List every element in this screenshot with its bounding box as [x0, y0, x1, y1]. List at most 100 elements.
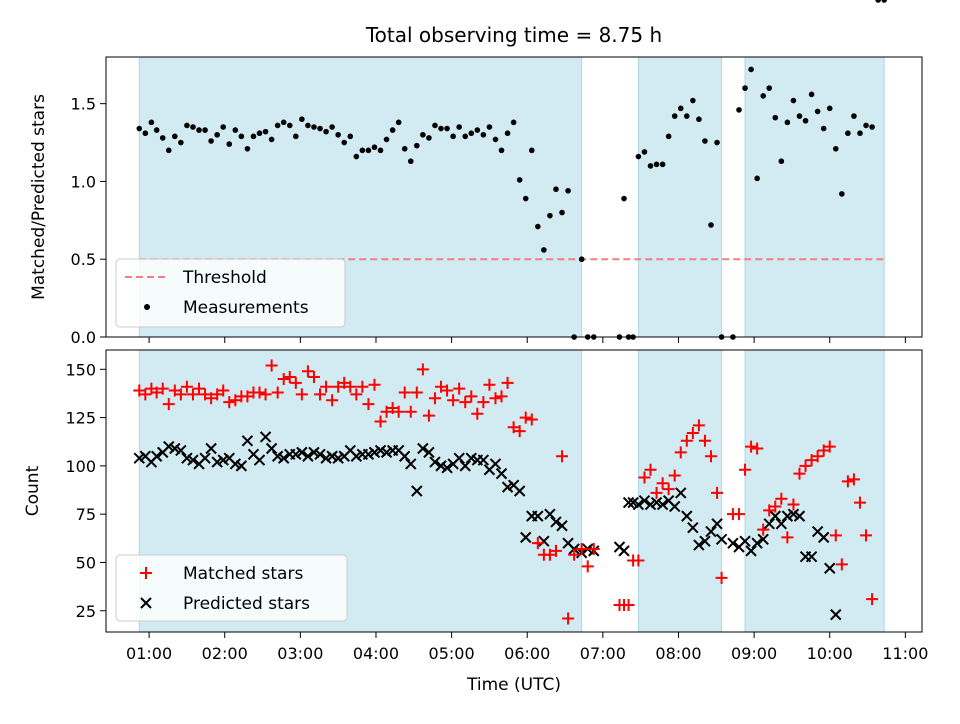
measurement-point [468, 130, 475, 137]
matched-star-marker [392, 405, 405, 418]
bottom-x-ticks: 01:00 02:00 03:00 04:00 05:00 06:00 07:00 08:00… [126, 632, 928, 663]
bottom-y-tick-label: 125 [65, 409, 96, 428]
matched-star-marker [686, 427, 699, 440]
predicted-star-marker [830, 608, 842, 621]
matched-star-marker [150, 386, 163, 399]
predicted-star-marker [699, 535, 711, 547]
measurement-point [522, 195, 529, 202]
matched-star-marker [650, 486, 663, 499]
matched-star-marker [757, 523, 770, 536]
measurement-point [165, 147, 172, 154]
x-tick-label: 06:00 [504, 644, 550, 663]
matched-star-marker [644, 463, 657, 476]
matched-star-marker [680, 434, 693, 447]
measurement-point [414, 142, 420, 149]
measurement-point [754, 175, 760, 182]
predicted-star-marker [805, 550, 818, 563]
matched-star-marker [374, 415, 387, 428]
matched-star-marker [356, 380, 369, 393]
matched-star-marker [416, 363, 429, 376]
count-panel: 25 50 75 100 125 150 01:00 02:00 03:00 04:00 05:0… [23, 350, 928, 695]
measurement-point [299, 116, 305, 123]
predicted-star-marker [477, 454, 490, 466]
matched-points [133, 359, 879, 625]
measurement-point [438, 125, 444, 132]
predicted-star-marker [711, 518, 723, 530]
predicted-star-marker [632, 498, 645, 511]
measurement-point [504, 130, 511, 137]
measurement-point [696, 116, 702, 123]
matched-star-marker [811, 450, 824, 463]
measurement-point [547, 212, 553, 219]
measurement-point [178, 139, 184, 146]
matched-star-marker [332, 380, 345, 393]
matched-star-marker [162, 398, 175, 411]
predicted-star-marker [544, 508, 556, 520]
measurement-point [748, 66, 754, 73]
measurement-point [492, 136, 499, 143]
matched-star-marker [314, 388, 327, 401]
matched-star-marker [386, 401, 399, 414]
matched-star-marker [465, 390, 478, 403]
predicted-star-marker [199, 452, 211, 464]
predicted-star-marker [150, 450, 163, 462]
matched-star-marker [217, 384, 230, 397]
x-tick-label: 01:00 [126, 644, 172, 663]
measurement-point [553, 186, 559, 193]
matched-star-marker [447, 394, 460, 407]
measurement-point [541, 247, 547, 253]
predicted-star-marker [459, 460, 471, 472]
matched-star-marker [751, 442, 764, 455]
top-y-tick-label: 0.5 [71, 250, 96, 269]
observing-window-band [744, 56, 885, 338]
measurement-point [832, 145, 839, 152]
matched-star-marker [168, 384, 181, 397]
measurement-point [323, 128, 329, 135]
measurement-point [498, 147, 505, 154]
matched-star-marker [860, 529, 873, 542]
measurement-point [772, 114, 779, 121]
matched-star-marker [362, 398, 375, 411]
measurements-legend-label: Measurements [183, 298, 309, 318]
measurement-point [814, 108, 821, 115]
bottom-y-ticks: 25 50 75 100 125 150 [65, 360, 106, 621]
measurement-point [653, 161, 660, 168]
predicted-star-marker [739, 535, 751, 547]
x-axis-label: Time (UTC) [466, 675, 561, 695]
matched-star-marker [674, 446, 687, 459]
measurement-point [226, 141, 233, 147]
measurement-point [250, 133, 257, 140]
matched-star-marker [568, 548, 581, 561]
measurement-point [881, 0, 887, 3]
matched-star-marker [380, 405, 393, 418]
matched-star-marker [501, 376, 514, 389]
matched-star-marker [295, 388, 308, 401]
matched-star-marker [581, 560, 594, 573]
matched-star-marker [817, 444, 830, 457]
matched-star-marker [692, 419, 705, 432]
measurement-point [159, 135, 166, 141]
bottom-plot-frame [105, 349, 923, 633]
measurement-point [677, 105, 684, 112]
measurement-point [635, 153, 642, 160]
x-tick-label: 07:00 [580, 644, 626, 663]
matched-star-marker [211, 388, 224, 401]
bottom-legend-box [115, 554, 348, 622]
predicted-star-marker [175, 444, 187, 457]
measurement-point [407, 158, 414, 165]
matched-star-marker [841, 475, 854, 488]
matched-star-marker [422, 409, 435, 422]
matched-star-marker [799, 459, 812, 472]
matched-star-marker [698, 434, 711, 447]
matched-star-marker [459, 396, 472, 409]
measurement-point [486, 124, 493, 130]
matched-star-marker [344, 380, 357, 393]
matched-star-marker [271, 386, 284, 399]
predicted-star-marker [241, 435, 254, 447]
matched-star-marker [662, 483, 675, 496]
matched-star-marker [513, 425, 526, 438]
measurement-point [244, 145, 251, 152]
measurement-point [136, 125, 143, 132]
predicted-star-marker [693, 539, 705, 551]
